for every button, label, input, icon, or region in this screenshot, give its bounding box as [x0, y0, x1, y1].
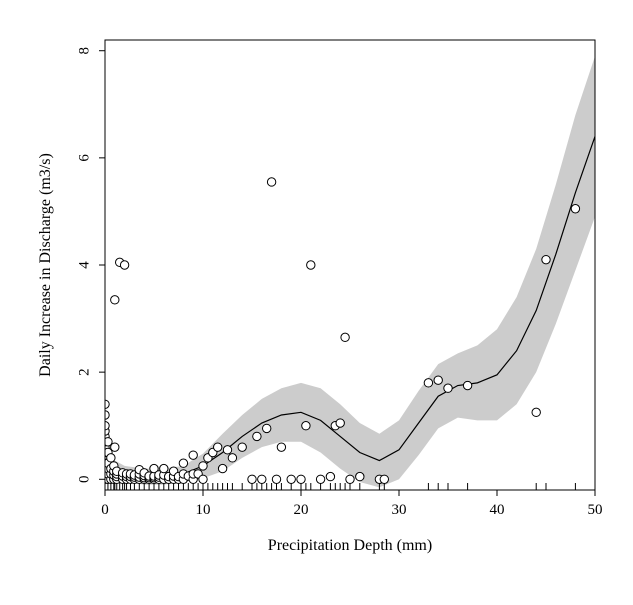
data-point [248, 475, 256, 483]
x-tick-label: 30 [392, 502, 407, 518]
data-point [571, 205, 579, 213]
data-point [111, 296, 119, 304]
data-point [287, 475, 295, 483]
data-point [346, 475, 354, 483]
x-tick-label: 10 [196, 502, 211, 518]
y-tick-label: 8 [76, 47, 92, 55]
data-point [272, 475, 280, 483]
data-point [223, 446, 231, 454]
data-point [444, 384, 452, 392]
data-point [434, 376, 442, 384]
data-point [263, 424, 271, 432]
data-point [316, 475, 324, 483]
data-point [356, 472, 364, 480]
x-tick-label: 20 [294, 502, 309, 518]
data-point [238, 443, 246, 451]
y-axis-label: Daily Increase in Discharge (m3/s) [37, 153, 54, 377]
data-point [267, 178, 275, 186]
data-point [424, 379, 432, 387]
discharge-vs-precipitation-chart: 0 10 20 30 40 50 0 2 4 6 8 Precipitation Depth (mm)… [0, 0, 633, 605]
data-point [107, 454, 115, 462]
data-point [297, 475, 305, 483]
data-point [214, 443, 222, 451]
y-tick-label: 0 [76, 476, 92, 484]
data-point [253, 432, 261, 440]
data-point [542, 255, 550, 263]
data-point [341, 333, 349, 341]
y-tick-label: 4 [76, 261, 92, 269]
data-point [160, 464, 168, 472]
data-point [380, 475, 388, 483]
data-point [228, 454, 236, 462]
chart-svg: 0 10 20 30 40 50 0 2 4 6 8 Precipitation Depth (mm)… [0, 0, 633, 605]
data-point [120, 261, 128, 269]
data-point [336, 419, 344, 427]
y-tick-label: 2 [76, 368, 92, 376]
x-tick-label: 40 [490, 502, 505, 518]
data-point [326, 472, 334, 480]
data-point [277, 443, 285, 451]
data-point [302, 422, 310, 430]
x-tick-label: 50 [588, 502, 603, 518]
y-tick-label: 6 [76, 154, 92, 162]
data-point [111, 443, 119, 451]
data-point [179, 459, 187, 467]
data-point [258, 475, 266, 483]
data-point [307, 261, 315, 269]
data-point [199, 462, 207, 470]
x-axis-label: Precipitation Depth (mm) [268, 537, 432, 554]
data-point [218, 464, 226, 472]
data-point [532, 408, 540, 416]
x-tick-label: 0 [101, 502, 109, 518]
data-point [199, 475, 207, 483]
data-point [463, 381, 471, 389]
data-point [189, 451, 197, 459]
